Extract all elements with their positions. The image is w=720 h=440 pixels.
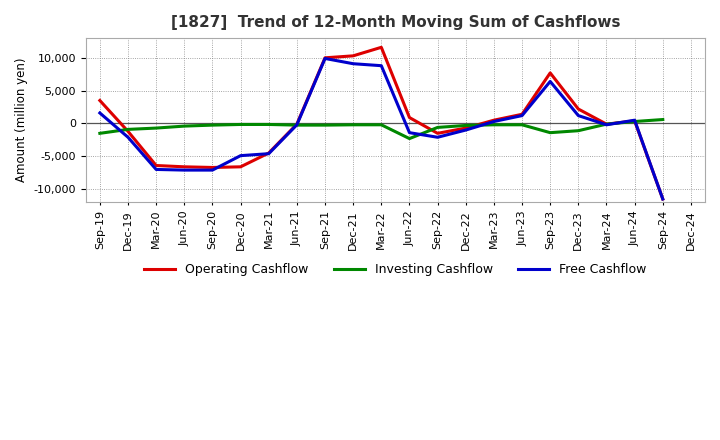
Operating Cashflow — [180, 164, 189, 169]
Investing Cashflow — [490, 122, 498, 128]
Operating Cashflow — [349, 53, 358, 59]
Free Cashflow — [236, 153, 245, 158]
Free Cashflow — [180, 168, 189, 173]
Free Cashflow — [96, 110, 104, 116]
Investing Cashflow — [349, 122, 358, 128]
Free Cashflow — [208, 168, 217, 173]
Operating Cashflow — [124, 129, 132, 134]
Operating Cashflow — [320, 55, 329, 60]
Investing Cashflow — [630, 119, 639, 124]
Free Cashflow — [659, 196, 667, 202]
Operating Cashflow — [208, 165, 217, 170]
Investing Cashflow — [659, 117, 667, 122]
Investing Cashflow — [96, 131, 104, 136]
Operating Cashflow — [462, 125, 470, 131]
Investing Cashflow — [292, 122, 301, 128]
Investing Cashflow — [180, 124, 189, 129]
Operating Cashflow — [377, 45, 386, 50]
Free Cashflow — [349, 61, 358, 66]
Free Cashflow — [377, 63, 386, 68]
Investing Cashflow — [264, 122, 273, 127]
Free Cashflow — [630, 117, 639, 123]
Investing Cashflow — [518, 122, 526, 128]
Operating Cashflow — [433, 131, 442, 136]
Investing Cashflow — [236, 122, 245, 127]
Investing Cashflow — [546, 130, 554, 136]
Operating Cashflow — [630, 118, 639, 124]
Operating Cashflow — [659, 196, 667, 202]
Operating Cashflow — [574, 106, 582, 112]
Free Cashflow — [490, 119, 498, 124]
Title: [1827]  Trend of 12-Month Moving Sum of Cashflows: [1827] Trend of 12-Month Moving Sum of C… — [171, 15, 620, 30]
Free Cashflow — [602, 122, 611, 128]
Free Cashflow — [574, 113, 582, 118]
Investing Cashflow — [602, 121, 611, 127]
Free Cashflow — [462, 128, 470, 133]
Y-axis label: Amount (million yen): Amount (million yen) — [15, 58, 28, 183]
Investing Cashflow — [124, 127, 132, 132]
Operating Cashflow — [236, 164, 245, 169]
Investing Cashflow — [462, 123, 470, 128]
Operating Cashflow — [152, 163, 161, 168]
Free Cashflow — [546, 79, 554, 84]
Free Cashflow — [320, 56, 329, 61]
Free Cashflow — [264, 151, 273, 156]
Investing Cashflow — [433, 125, 442, 130]
Line: Free Cashflow: Free Cashflow — [100, 59, 663, 199]
Free Cashflow — [518, 113, 526, 118]
Line: Investing Cashflow: Investing Cashflow — [100, 120, 663, 139]
Investing Cashflow — [152, 125, 161, 131]
Investing Cashflow — [208, 122, 217, 128]
Investing Cashflow — [405, 136, 414, 141]
Free Cashflow — [292, 122, 301, 128]
Operating Cashflow — [292, 121, 301, 127]
Operating Cashflow — [96, 98, 104, 103]
Operating Cashflow — [602, 121, 611, 127]
Investing Cashflow — [574, 128, 582, 133]
Free Cashflow — [124, 135, 132, 140]
Free Cashflow — [433, 135, 442, 140]
Free Cashflow — [152, 167, 161, 172]
Operating Cashflow — [490, 117, 498, 123]
Investing Cashflow — [377, 122, 386, 128]
Operating Cashflow — [518, 112, 526, 117]
Legend: Operating Cashflow, Investing Cashflow, Free Cashflow: Operating Cashflow, Investing Cashflow, … — [139, 258, 652, 282]
Investing Cashflow — [320, 122, 329, 128]
Operating Cashflow — [546, 70, 554, 76]
Operating Cashflow — [264, 150, 273, 156]
Line: Operating Cashflow: Operating Cashflow — [100, 48, 663, 199]
Free Cashflow — [405, 130, 414, 136]
Operating Cashflow — [405, 115, 414, 120]
